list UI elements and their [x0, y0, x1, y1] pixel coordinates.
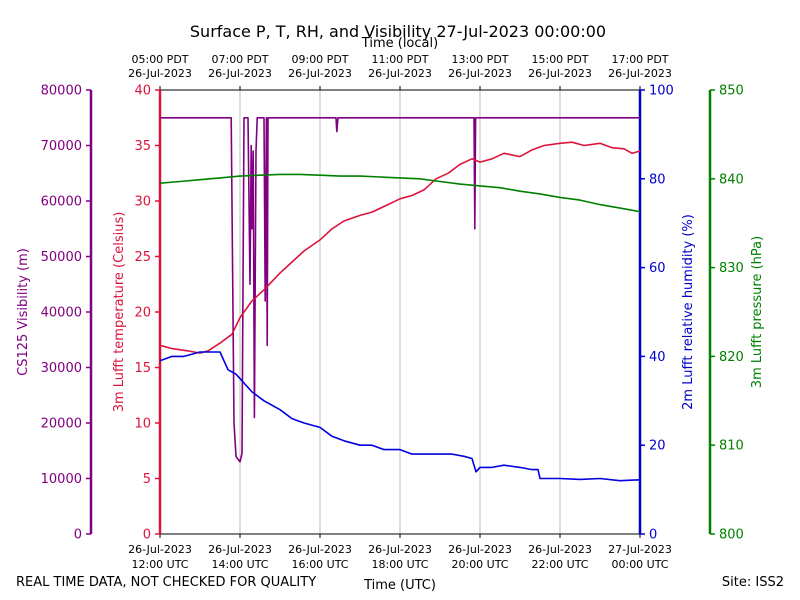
temperature-tick-label: 20 — [134, 306, 151, 321]
x-tick-date: 26-Jul-2023 — [128, 543, 192, 556]
pressure-tick-label: 840 — [719, 172, 744, 187]
top-tick-date: 26-Jul-2023 — [288, 67, 352, 80]
top-tick-time: 09:00 PDT — [291, 53, 348, 66]
x-tick-time: 16:00 UTC — [291, 558, 348, 571]
x-tick-time: 20:00 UTC — [451, 558, 508, 571]
humidity-tick-label: 80 — [649, 172, 666, 187]
x-tick-time: 00:00 UTC — [611, 558, 668, 571]
temperature-tick-label: 15 — [134, 361, 151, 376]
pressure-tick-label: 850 — [719, 84, 744, 99]
visibility-tick-label: 20000 — [41, 417, 82, 432]
visibility-tick-label: 30000 — [41, 361, 82, 376]
temperature-tick-label: 35 — [134, 139, 151, 154]
visibility-tick-label: 40000 — [41, 306, 82, 321]
visibility-series-line — [160, 117, 640, 463]
x-tick-date: 26-Jul-2023 — [448, 543, 512, 556]
top-tick-date: 26-Jul-2023 — [368, 67, 432, 80]
x-tick-date: 27-Jul-2023 — [608, 543, 672, 556]
top-tick-date: 26-Jul-2023 — [448, 67, 512, 80]
visibility-tick-label: 50000 — [41, 250, 82, 265]
pressure-axis-label: 3m Lufft pressure (hPa) — [750, 236, 765, 388]
x-tick-date: 26-Jul-2023 — [208, 543, 272, 556]
x-tick-time: 22:00 UTC — [531, 558, 588, 571]
humidity-series-line — [159, 351, 641, 482]
humidity-axis-label: 2m Lufft relative humidity (%) — [681, 214, 696, 410]
top-tick-time: 15:00 PDT — [531, 53, 588, 66]
top-tick-time: 11:00 PDT — [371, 53, 428, 66]
top-tick-date: 26-Jul-2023 — [208, 67, 272, 80]
visibility-tick-label: 10000 — [41, 472, 82, 487]
temperature-tick-label: 40 — [134, 84, 151, 99]
visibility-tick-label: 70000 — [41, 139, 82, 154]
top-tick-time: 13:00 PDT — [451, 53, 508, 66]
plot-area: 26-Jul-2023 12:00 UTC 26-Jul-2023 14:00 UTC… — [16, 36, 765, 593]
x-tick-time: 18:00 UTC — [371, 558, 428, 571]
temperature-tick-label: 25 — [134, 250, 151, 265]
pressure-series-line — [159, 173, 641, 213]
visibility-tick-label: 60000 — [41, 195, 82, 210]
temperature-series-line — [159, 141, 641, 354]
x-tick-time: 12:00 UTC — [131, 558, 188, 571]
temperature-tick-label: 10 — [134, 417, 151, 432]
humidity-tick-label: 100 — [649, 84, 674, 99]
chart-title: Surface P, T, RH, and Visibility 27-Jul-… — [190, 22, 606, 41]
pressure-tick-label: 830 — [719, 261, 744, 276]
humidity-tick-label: 0 — [649, 528, 657, 543]
top-tick-date: 26-Jul-2023 — [528, 67, 592, 80]
pressure-tick-label: 820 — [719, 350, 744, 365]
top-tick-time: 05:00 PDT — [131, 53, 188, 66]
top-tick-date: 26-Jul-2023 — [128, 67, 192, 80]
top-tick-time: 07:00 PDT — [211, 53, 268, 66]
visibility-tick-label: 0 — [74, 528, 82, 543]
pressure-tick-label: 800 — [719, 528, 744, 543]
quality-disclaimer: REAL TIME DATA, NOT CHECKED FOR QUALITY — [16, 575, 317, 590]
humidity-tick-label: 20 — [649, 439, 666, 454]
temperature-tick-label: 5 — [143, 472, 151, 487]
x-tick-time: 14:00 UTC — [211, 558, 268, 571]
pressure-tick-label: 810 — [719, 439, 744, 454]
humidity-tick-label: 40 — [649, 350, 666, 365]
top-axis-label: Time (local) — [361, 36, 438, 51]
visibility-axis-label: CS125 Visibility (m) — [16, 248, 31, 376]
temperature-axis-label: 3m Lufft temperature (Celsius) — [112, 212, 127, 413]
x-axis-label: Time (UTC) — [363, 578, 436, 593]
visibility-tick-label: 80000 — [41, 84, 82, 99]
humidity-tick-label: 60 — [649, 261, 666, 276]
temperature-tick-label: 0 — [143, 528, 151, 543]
x-tick-date: 26-Jul-2023 — [528, 543, 592, 556]
top-tick-time: 17:00 PDT — [611, 53, 668, 66]
site-label: Site: ISS2 — [721, 575, 784, 590]
x-tick-date: 26-Jul-2023 — [368, 543, 432, 556]
temperature-tick-label: 30 — [134, 195, 151, 210]
top-tick-date: 26-Jul-2023 — [608, 67, 672, 80]
x-tick-date: 26-Jul-2023 — [288, 543, 352, 556]
